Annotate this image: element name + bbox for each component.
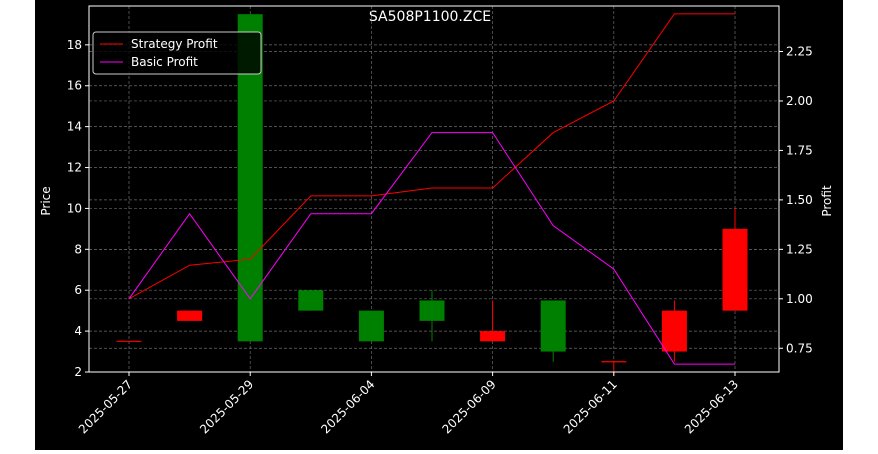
candle-body	[358, 310, 384, 342]
candle-body	[177, 310, 203, 321]
candle-body	[480, 331, 506, 342]
x-tick-label: 2025-06-09	[440, 377, 499, 436]
legend: Strategy Profit Basic Profit	[92, 31, 262, 75]
chart-svg: SA508P1100.ZCE 2 4 6 8 10 12 14 16 18 0.75 1.00 1.…	[39, 5, 834, 436]
x-tick-label: 2025-05-27	[76, 377, 135, 436]
x-tick-label: 2025-06-04	[318, 377, 377, 436]
legend-label: Basic Profit	[131, 55, 198, 69]
x-tick-label: 2025-06-11	[561, 377, 620, 436]
series-line-basic-profit	[128, 132, 735, 365]
left-tick-label: 10	[67, 201, 82, 215]
left-tick-label: 16	[67, 79, 82, 93]
right-tick-label: 2.25	[786, 45, 813, 59]
candle-body	[298, 290, 324, 311]
left-axis: 2 4 6 8 10 12 14 16 18	[67, 38, 89, 379]
left-tick-label: 4	[74, 324, 82, 338]
legend-box	[92, 31, 262, 75]
right-tick-label: 1.25	[786, 242, 813, 256]
right-tick-label: 2.00	[786, 94, 813, 108]
x-tick-label: 2025-05-29	[197, 377, 256, 436]
left-tick-label: 18	[67, 38, 82, 52]
left-tick-label: 2	[74, 365, 82, 379]
y-axis-label-right: Profit	[820, 185, 834, 217]
left-tick-label: 14	[67, 120, 82, 134]
plot-frame	[88, 5, 780, 373]
right-tick-label: 1.50	[786, 193, 813, 207]
line-layer	[128, 13, 735, 365]
x-axis: 2025-05-27 2025-05-29 2025-06-04 2025-06-09…	[76, 372, 741, 436]
y-axis-label-left: Price	[39, 186, 53, 215]
chart-title: SA508P1100.ZCE	[369, 9, 491, 25]
legend-label: Strategy Profit	[131, 37, 218, 51]
left-tick-label: 12	[67, 161, 82, 175]
left-tick-label: 8	[74, 242, 82, 256]
candle-body	[540, 300, 566, 352]
right-axis: 0.75 1.00 1.25 1.50 1.75 2.00 2.25	[779, 45, 813, 355]
candle-body	[722, 228, 748, 311]
right-tick-label: 1.75	[786, 143, 813, 157]
series-line-strategy-profit	[128, 13, 735, 300]
right-tick-label: 0.75	[786, 341, 813, 355]
right-tick-label: 1.00	[786, 292, 813, 306]
x-tick-label: 2025-06-13	[682, 377, 741, 436]
candle-body	[661, 310, 687, 352]
chart-figure: SA508P1100.ZCE 2 4 6 8 10 12 14 16 18 0.75 1.00 1.…	[35, 0, 843, 450]
candle-body	[419, 300, 445, 321]
left-tick-label: 6	[74, 283, 82, 297]
